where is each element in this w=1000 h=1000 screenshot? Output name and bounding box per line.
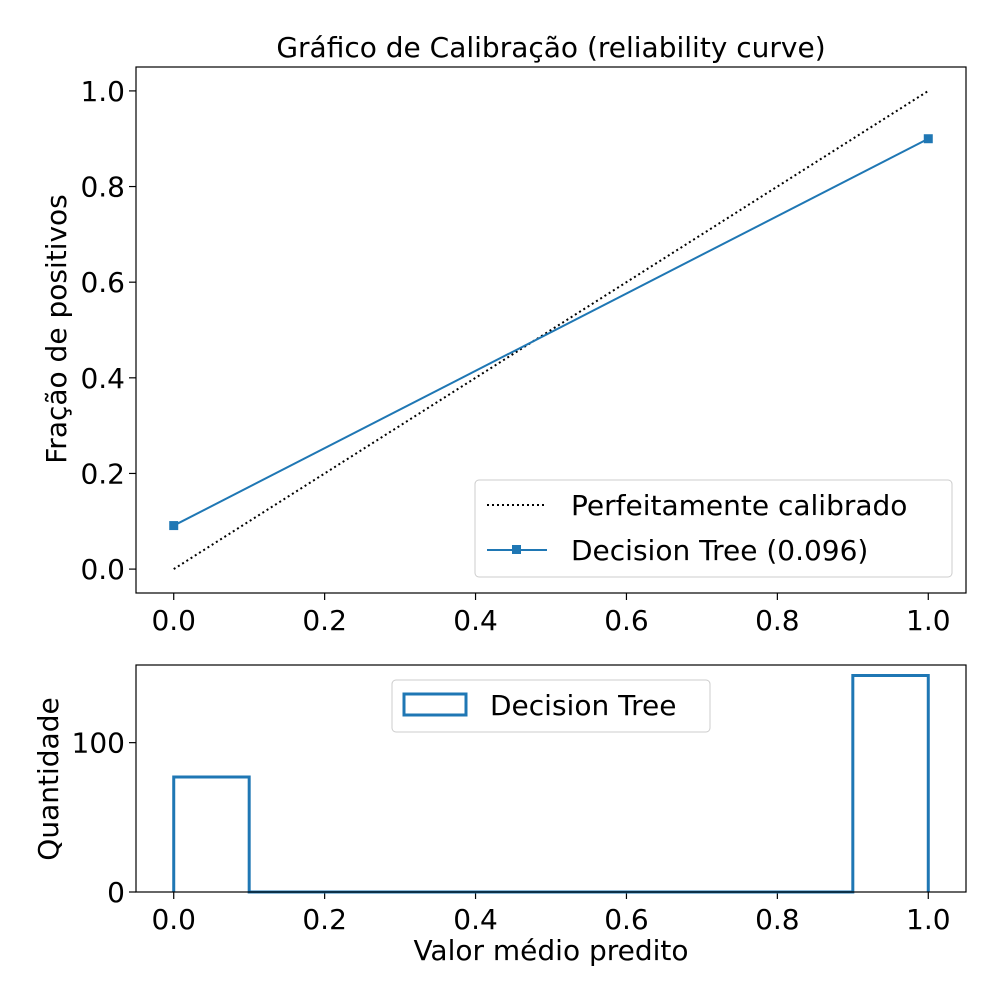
x-tick-label: 0.6 xyxy=(604,604,649,637)
chart-title: Gráfico de Calibração (reliability curve… xyxy=(276,31,825,64)
bottom-plot-frame xyxy=(135,664,967,893)
y-tick-label: 0.8 xyxy=(80,171,125,204)
top-series-group xyxy=(169,90,933,570)
y-tick-label: 0.0 xyxy=(80,553,125,586)
decision-tree-line xyxy=(173,137,929,527)
y-tick-label: 100 xyxy=(72,727,125,760)
legend-square-marker-swatch xyxy=(512,545,521,554)
x-tick-label: 0.2 xyxy=(302,903,347,936)
x-tick-label: 0.4 xyxy=(453,604,498,637)
y-tick-label: 0.6 xyxy=(80,266,125,299)
bottom-legend-box xyxy=(391,679,711,733)
x-tick-label: 0.8 xyxy=(755,604,800,637)
top-axis-ticks: 0.0 0.2 0.4 0.6 0.8 1.0 0.0 0.2 0.4 0.6 0.8 1.0 xyxy=(80,75,950,637)
x-tick-label: 0.0 xyxy=(151,604,196,637)
top-legend-box xyxy=(474,479,953,578)
legend-label-perfect: Perfeitamente calibrado xyxy=(571,489,907,522)
y-tick-label: 0 xyxy=(107,876,125,909)
top-plot-frame xyxy=(135,66,967,594)
decision-tree-point xyxy=(169,521,179,531)
decision-tree-point xyxy=(923,134,933,144)
x-tick-label: 0.0 xyxy=(151,903,196,936)
x-tick-label: 0.6 xyxy=(604,903,649,936)
x-tick-label: 1.0 xyxy=(906,604,951,637)
legend-histogram-swatch xyxy=(402,692,468,717)
calibration-plot: Gráfico de Calibração (reliability curve… xyxy=(40,31,967,637)
x-tick-label: 0.8 xyxy=(755,903,800,936)
bottom-legend: Decision Tree xyxy=(391,679,711,733)
x-tick-label: 0.2 xyxy=(302,604,347,637)
legend-label-decision-tree: Decision Tree (0.096) xyxy=(571,534,868,567)
bottom-axis-ticks: 0.0 0.2 0.4 0.6 0.8 1.0 0 100 xyxy=(72,727,951,936)
top-legend: Perfeitamente calibrado Decision Tree (0… xyxy=(474,479,953,578)
y-tick-label: 0.4 xyxy=(80,362,125,395)
perfect-calibration-line xyxy=(173,90,929,570)
x-tick-label: 0.4 xyxy=(453,903,498,936)
x-axis-label: Valor médio predito xyxy=(413,934,688,967)
histogram-plot: Quantidade Valor médio predito 0.0 0.2 0.4… xyxy=(32,664,967,967)
y-axis-label-histogram: Quantidade xyxy=(32,697,65,860)
y-tick-label: 1.0 xyxy=(80,75,125,108)
y-tick-label: 0.2 xyxy=(80,457,125,490)
legend-label-histogram: Decision Tree xyxy=(490,689,676,722)
y-axis-label: Fração de positivos xyxy=(40,194,73,464)
x-tick-label: 1.0 xyxy=(906,903,951,936)
